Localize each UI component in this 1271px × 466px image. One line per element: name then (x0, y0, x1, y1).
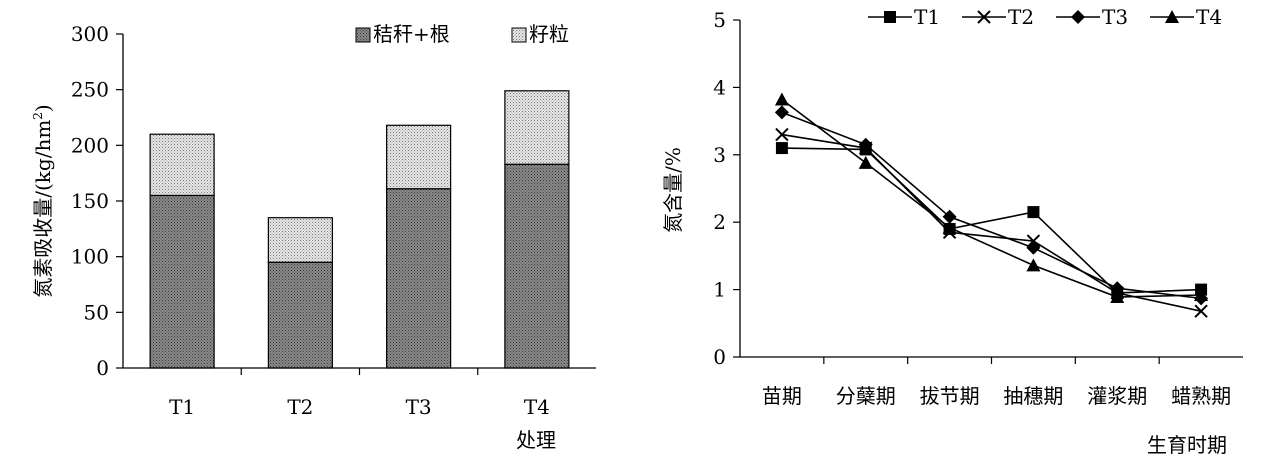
left-y-tick-label: 50 (84, 300, 109, 324)
bar-segment-stem-root (504, 163, 570, 369)
data-point-T2 (1194, 304, 1208, 318)
right-y-tick-label: 1 (713, 278, 726, 302)
data-point-T4 (858, 155, 873, 169)
legend-swatch-grain (511, 27, 527, 43)
data-point-T4 (774, 92, 789, 106)
bar-segment-grain (267, 217, 333, 263)
right-x-tick-label: 苗期 (762, 384, 802, 408)
data-point-T3 (858, 137, 873, 152)
data-point-T3 (774, 105, 789, 120)
right-chart: 0 1 2 3 4 5 苗期 分蘖期 拔节期 抽穗期 灌浆期 蜡熟期 氮含量/% 生育时期 T1 T2… (661, 5, 1243, 457)
legend-label-T2: T2 (1008, 5, 1034, 29)
legend-marker-T4 (1165, 10, 1179, 23)
bar-segment-grain (386, 124, 452, 190)
left-x-tick-label: T3 (406, 395, 432, 419)
left-y-ticks: 0 50 100 150 200 250 300 (71, 22, 123, 380)
legend-swatch-stem-root (355, 27, 371, 43)
legend-label-stem-root: 秸秆+根 (373, 22, 450, 46)
bar-segment-stem-root (386, 188, 452, 369)
data-point-T4 (1026, 258, 1041, 272)
data-point-T2 (775, 127, 789, 142)
bar-segment-grain (149, 133, 215, 197)
left-x-tick-label: T2 (287, 395, 313, 419)
right-y-tick-label: 4 (713, 75, 726, 99)
left-chart: 0 50 100 150 200 250 300 T1 T2 T3 T4 氮素吸收量/(kg/hm… (31, 22, 596, 452)
data-point-T4 (942, 220, 957, 234)
left-y-tick-label: 150 (71, 189, 109, 213)
data-point-T1 (775, 142, 788, 155)
data-point-T3 (1026, 240, 1041, 255)
left-x-tick-label: T1 (169, 395, 195, 419)
legend-marker-T2 (977, 10, 991, 24)
data-point-T4 (1194, 287, 1209, 301)
left-y-tick-label: 300 (71, 22, 109, 46)
series-line-T3 (781, 111, 1202, 300)
legend-label-T3: T3 (1102, 5, 1128, 29)
left-x-axis-label: 处理 (516, 428, 556, 452)
data-point-T1 (1027, 206, 1040, 219)
right-x-axis-label: 生育时期 (1147, 433, 1227, 457)
left-y-tick-label: 250 (71, 78, 109, 102)
right-y-tick-label: 0 (713, 345, 726, 369)
series-line-T1 (781, 147, 1202, 294)
data-point-T3 (942, 209, 957, 224)
left-y-axis-label: 氮素吸收量/(kg/hm2) (31, 104, 55, 298)
left-x-tick-label: T4 (524, 395, 550, 419)
series-line-T4 (781, 98, 1202, 298)
left-bars (149, 90, 570, 369)
left-legend: 秸秆+根 籽粒 (355, 22, 569, 46)
left-y-tick-label: 200 (71, 133, 109, 157)
left-y-tick-label: 100 (71, 245, 109, 269)
right-lines (774, 92, 1209, 318)
series-line-T2 (781, 133, 1202, 312)
right-x-tick-label: 灌浆期 (1087, 384, 1147, 408)
right-x-ticks: 苗期 分蘖期 拔节期 抽穗期 灌浆期 蜡熟期 (762, 357, 1231, 408)
right-y-tick-label: 2 (713, 210, 726, 234)
left-y-tick-label: 0 (96, 356, 109, 380)
right-x-tick-label: 分蘖期 (836, 384, 896, 408)
right-legend: T1 T2 T3 T4 (868, 5, 1222, 29)
right-y-axis-label: 氮含量/% (661, 147, 685, 233)
legend-marker-T3 (1071, 10, 1085, 24)
right-x-tick-label: 蜡熟期 (1171, 384, 1231, 408)
bar-segment-grain (504, 90, 570, 165)
right-x-tick-label: 拔节期 (920, 384, 980, 408)
right-x-tick-label: 抽穗期 (1003, 384, 1063, 408)
bar-segment-stem-root (267, 261, 333, 369)
legend-marker-T1 (884, 11, 896, 23)
right-y-ticks: 0 1 2 3 4 5 (713, 8, 740, 369)
data-point-T3 (1110, 281, 1125, 296)
data-point-T4 (1110, 290, 1125, 304)
bar-segment-stem-root (149, 194, 215, 369)
right-y-tick-label: 3 (713, 143, 726, 167)
left-x-ticks: T1 T2 T3 T4 (169, 368, 550, 419)
legend-label-grain: 籽粒 (529, 22, 569, 46)
legend-label-T4: T4 (1196, 5, 1222, 29)
legend-label-T1: T1 (914, 5, 940, 29)
right-y-tick-label: 5 (713, 8, 726, 32)
